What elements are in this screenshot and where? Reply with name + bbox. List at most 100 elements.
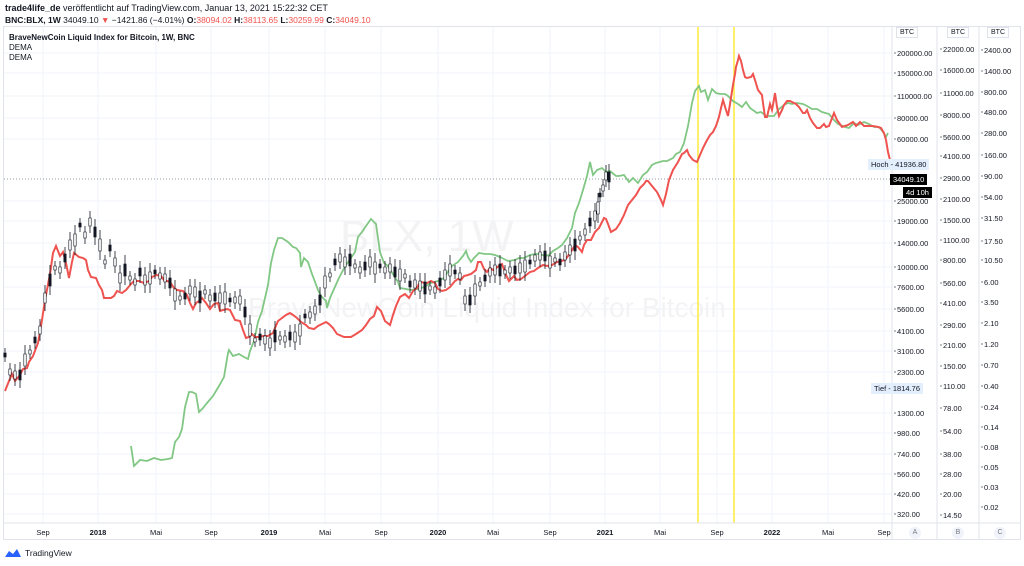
price-tick-label: 1500.00: [943, 216, 970, 225]
low-value: 30259.99: [288, 15, 324, 25]
scale-a-button[interactable]: A: [909, 527, 921, 539]
time-tick-label: Mai: [822, 528, 834, 537]
tradingview-logo[interactable]: TradingView: [4, 548, 72, 558]
high-tag: Hoch - 41936.80: [868, 159, 930, 170]
price-tick-label: 2900.00: [943, 174, 970, 183]
currency-label-c: BTC: [987, 27, 1009, 38]
price-tick-label: 0.14: [984, 423, 999, 432]
time-tick-label: Mai: [150, 528, 162, 537]
close-value: 34049.10: [335, 15, 371, 25]
price-tick-label: 8000.00: [943, 111, 970, 120]
price-scale-b[interactable]: 22000.00 16000.00 11000.00 8000.00 5600.00 41…: [940, 45, 974, 520]
price-tick-label: 980.00: [897, 429, 920, 438]
symbol: BNC:BLX, 1W: [5, 15, 61, 25]
dema-green-line: [130, 84, 889, 468]
price-tick-label: 210.00: [943, 341, 966, 350]
price-tick-label: 19000.00: [897, 217, 928, 226]
price-tick-label: 28.00: [943, 470, 962, 479]
low-label: L:: [280, 15, 289, 25]
grid: [4, 27, 892, 523]
price-tick-label: 1400.00: [984, 67, 1011, 76]
last-price: 34049.10: [63, 15, 99, 25]
change: −1421.86 (−4.01%): [111, 15, 185, 25]
price-tick-label: 16000.00: [943, 66, 974, 75]
price-tick-label: 3.50: [984, 298, 999, 307]
currency-label-a: BTC: [896, 27, 918, 38]
price-tick-label: 150.00: [943, 362, 966, 371]
legend: BraveNewCoin Liquid Index for Bitcoin, 1…: [9, 33, 195, 63]
legend-indicator-dema-1[interactable]: DEMA: [9, 43, 33, 52]
price-tick-label: 60000.00: [897, 135, 928, 144]
price-tick-label: 4100.00: [943, 152, 970, 161]
price-tick-label: 0.24: [984, 403, 999, 412]
price-tick-label: 90.00: [984, 172, 1003, 181]
open-value: 38094.02: [196, 15, 232, 25]
time-tick-label: Mai: [654, 528, 666, 537]
high-label: H:: [234, 15, 244, 25]
time-tick-label: 2019: [261, 528, 278, 537]
price-tick-label: 800.00: [943, 256, 966, 265]
close-label: C:: [326, 15, 336, 25]
time-tick-label: Sep: [710, 528, 723, 537]
price-tick-label: 78.00: [943, 404, 962, 413]
price-tick-label: 0.05: [984, 463, 999, 472]
price-tick-label: 0.03: [984, 483, 999, 492]
time-axis[interactable]: Sep 2018 Mai Sep 2019 Mai Sep 2020 Mai Sep 2021 Mai…: [36, 528, 890, 537]
price-tick-label: 0.40: [984, 382, 999, 391]
price-tick-label: 160.00: [984, 151, 1007, 160]
price-tick-label: 3100.00: [897, 347, 924, 356]
price-tick-label: 420.00: [897, 490, 920, 499]
price-tick-label: 1.20: [984, 340, 999, 349]
price-scale-a[interactable]: 200000.00 150000.00 110000.00 80000.00 60000…: [894, 49, 932, 519]
high-value: 38113.65: [243, 15, 278, 25]
legend-title[interactable]: BraveNewCoin Liquid Index for Bitcoin, 1…: [9, 33, 195, 42]
time-tick-label: 2021: [597, 528, 614, 537]
price-tick-label: 1100.00: [943, 236, 970, 245]
time-tick-label: Sep: [204, 528, 217, 537]
legend-indicator-dema-2[interactable]: DEMA: [9, 53, 33, 62]
price-tick-label: 10000.00: [897, 263, 928, 272]
bar-countdown-tag: 4d 10h: [903, 187, 932, 198]
currency-label-b: BTC: [947, 27, 969, 38]
publish-info: trade4life_de veröffentlicht auf Trading…: [5, 3, 328, 13]
candlesticks: [3, 164, 611, 388]
tradingview-cloud-icon: [5, 549, 21, 557]
price-tick-label: 14000.00: [897, 239, 928, 248]
author[interactable]: trade4life_de: [5, 3, 61, 13]
price-tick-label: 200000.00: [897, 49, 932, 58]
price-tick-label: 800.00: [984, 88, 1007, 97]
price-tick-label: 14.50: [943, 511, 962, 520]
time-tick-label: Sep: [543, 528, 556, 537]
dema-red-line: [4, 52, 893, 392]
price-tick-label: 2300.00: [897, 368, 924, 377]
price-tick-label: 110000.00: [897, 92, 932, 101]
price-tick-label: 4100.00: [897, 327, 924, 336]
price-tick-label: 6.00: [984, 278, 999, 287]
publish-text: veröffentlicht auf TradingView.com, Janu…: [63, 3, 328, 13]
time-tick-label: 2020: [430, 528, 447, 537]
chart-area[interactable]: [3, 26, 1021, 540]
price-tick-label: 5600.00: [943, 133, 970, 142]
price-tick-label: 54.00: [984, 193, 1003, 202]
price-tick-label: 560.00: [943, 279, 966, 288]
price-tick-label: 480.00: [984, 108, 1007, 117]
price-tick-label: 0.08: [984, 443, 999, 452]
price-tick-label: 0.02: [984, 503, 999, 512]
time-tick-label: 2022: [764, 528, 781, 537]
price-tick-label: 2100.00: [943, 195, 970, 204]
price-tick-label: 110.00: [943, 382, 965, 391]
price-tick-label: 80000.00: [897, 114, 928, 123]
scale-c-button[interactable]: C: [994, 527, 1006, 539]
scale-b-button[interactable]: B: [952, 527, 964, 539]
price-tick-label: 0.70: [984, 361, 999, 370]
price-scale-c[interactable]: 2400.00 1400.00 800.00 480.00 280.00 160.00 90…: [981, 46, 1011, 512]
price-tick-label: 320.00: [897, 510, 920, 519]
price-tick-label: 740.00: [897, 450, 920, 459]
price-tick-label: 150000.00: [897, 69, 932, 78]
time-tick-label: 2018: [90, 528, 107, 537]
open-label: O:: [186, 15, 197, 25]
price-tick-label: 38.00: [943, 450, 962, 459]
price-tick-label: 11000.00: [943, 89, 974, 98]
time-tick-label: Sep: [36, 528, 49, 537]
